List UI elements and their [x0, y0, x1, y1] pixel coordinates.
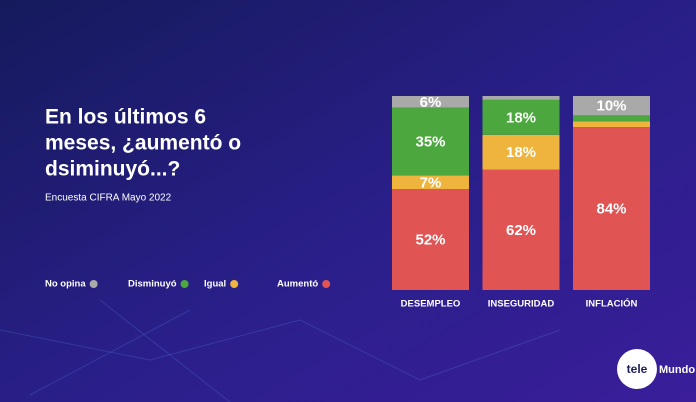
data-label: 84% — [596, 200, 626, 217]
data-label: 6% — [420, 94, 442, 111]
data-label: 7% — [420, 174, 442, 191]
bar-segment — [482, 99, 560, 135]
bar-segment — [573, 115, 650, 122]
data-label: 62% — [506, 222, 536, 239]
logo-circle — [617, 349, 657, 389]
bar-segment — [573, 121, 650, 128]
x-tick-label: INFLACIÓN — [586, 298, 638, 310]
bar-segment — [573, 96, 650, 116]
bar-segment — [392, 189, 469, 290]
logo-text: tele — [627, 362, 648, 376]
bar-segment — [392, 175, 469, 190]
legend-swatch — [89, 280, 98, 288]
data-label: 18% — [506, 109, 536, 126]
data-label: 35% — [415, 134, 445, 151]
x-tick-label: INSEGURIDAD — [488, 299, 555, 310]
title: dsiminuyó...? — [45, 158, 180, 181]
bar-segment — [482, 134, 560, 170]
legend-label: Disminuyó — [128, 279, 177, 290]
legend-swatch — [322, 280, 331, 288]
title: meses, ¿aumentó o — [45, 132, 241, 155]
x-tick-label: DESEMPLEO — [401, 299, 461, 310]
title: En los últimos 6 — [45, 106, 206, 129]
bar-segment — [482, 96, 560, 100]
legend-label: Igual — [204, 279, 226, 290]
bar-segment — [482, 169, 560, 290]
bar-segment — [392, 96, 469, 108]
legend-swatch — [230, 280, 239, 288]
legend-label: No opina — [45, 279, 86, 290]
bar-segment — [392, 107, 469, 176]
network-decoration — [0, 299, 561, 402]
logo-text: Mundo — [659, 364, 695, 376]
data-label: 18% — [506, 144, 536, 161]
data-label: 52% — [415, 232, 445, 249]
legend-swatch — [180, 280, 189, 288]
legend-label: Aumentó — [277, 279, 318, 290]
data-label: 10% — [596, 98, 626, 115]
subtitle: Encuesta CIFRA Mayo 2022 — [45, 193, 172, 204]
bar-segment — [573, 127, 650, 290]
